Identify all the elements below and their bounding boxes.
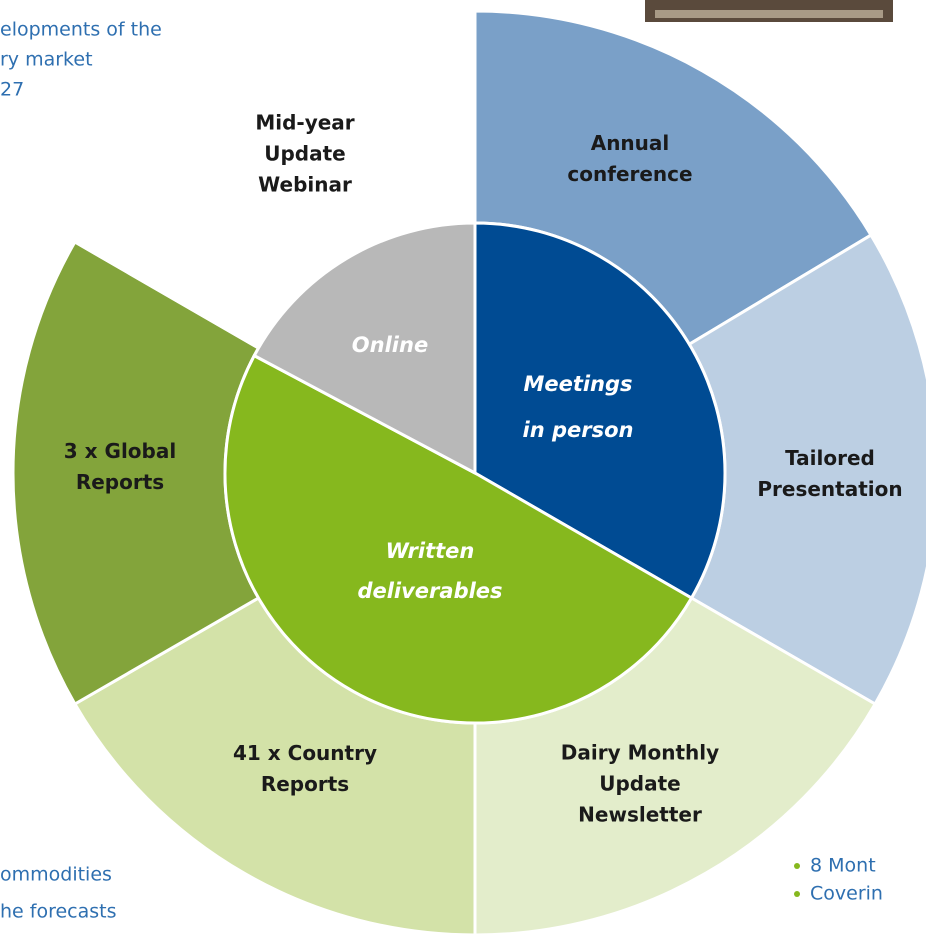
outer-label: Update <box>599 772 681 796</box>
outer-label: Newsletter <box>578 803 702 827</box>
outer-label: Reports <box>261 772 349 796</box>
inner-label: Written <box>386 539 475 563</box>
outer-label: Reports <box>76 470 164 494</box>
side-text: 27 <box>0 79 24 101</box>
outer-label: conference <box>567 162 692 186</box>
diagram: Annual conference Tailored Presentation Dair… <box>0 0 926 934</box>
outer-label: Annual <box>591 131 670 155</box>
outer-label: Dairy Monthly <box>561 741 719 765</box>
outer-label: Tailored <box>785 446 875 470</box>
side-text: elopments of the <box>0 19 162 41</box>
outer-label: Mid-year <box>255 111 354 135</box>
side-text: 8 Mont <box>810 855 876 877</box>
outer-label: Webinar <box>258 173 352 197</box>
inner-label: Online <box>352 333 428 357</box>
bullet <box>794 891 800 897</box>
side-text: ommodities <box>0 864 112 886</box>
inner-label: deliverables <box>357 579 502 603</box>
inner-label: Meetings <box>523 372 632 396</box>
outer-label: Presentation <box>757 477 902 501</box>
outer-label: 41 x Country <box>233 741 377 765</box>
side-text: he forecasts <box>0 901 117 923</box>
side-text: Coverin <box>810 883 883 905</box>
inner-label: in person <box>523 418 634 442</box>
outer-label: 3 x Global <box>64 439 176 463</box>
outer-label: Update <box>264 142 346 166</box>
photo-detail <box>655 10 883 18</box>
bullet <box>794 863 800 869</box>
side-text: ry market <box>0 49 93 71</box>
